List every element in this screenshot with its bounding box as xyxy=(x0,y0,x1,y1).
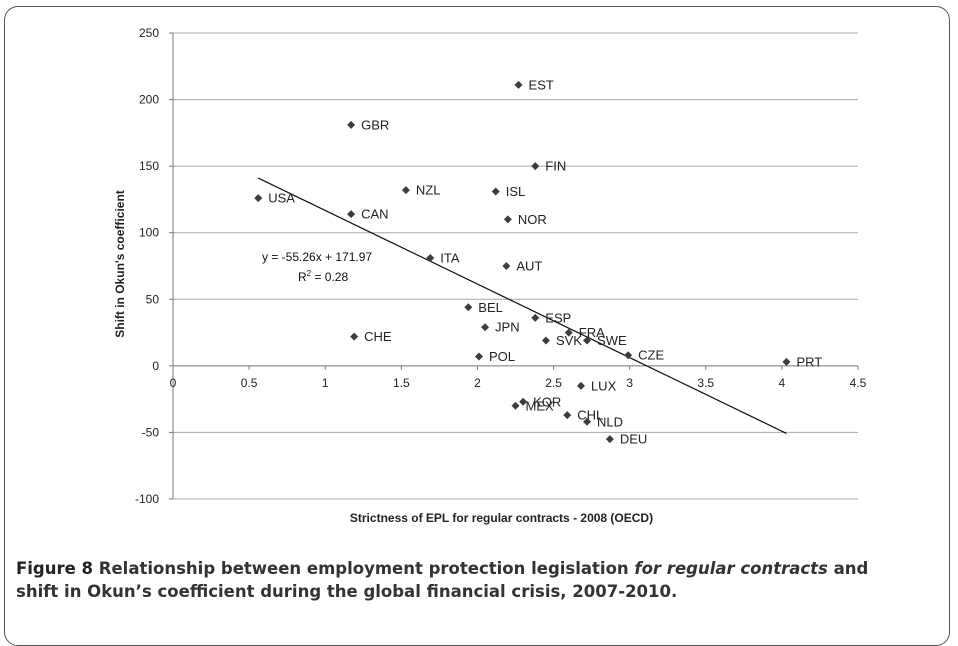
point-label-fin: FIN xyxy=(545,159,566,174)
y-axis-label: Shift in Okun's coefficient xyxy=(113,190,127,338)
point-label-ita: ITA xyxy=(440,251,460,266)
y-tick-label: 150 xyxy=(139,159,159,173)
point-label-kor: KOR xyxy=(533,394,561,409)
r-squared-suffix: = 0.28 xyxy=(311,270,348,284)
y-tick-labels: 250 200 150 100 50 0 -50 -100 xyxy=(135,26,173,506)
point-label-chl: CHL xyxy=(577,408,603,423)
data-point-deu xyxy=(605,435,614,444)
x-tick-label: 4 xyxy=(779,376,786,390)
y-tick-label: 100 xyxy=(139,226,159,240)
data-point-nld xyxy=(583,417,592,426)
r-squared-prefix: R xyxy=(298,270,307,284)
data-point-esp xyxy=(531,313,540,322)
point-label-deu: DEU xyxy=(620,432,647,447)
y-tick-label: 200 xyxy=(139,93,159,107)
data-point-lux xyxy=(576,381,585,390)
point-label-nld: NLD xyxy=(597,414,623,429)
x-tick-label: 4.5 xyxy=(850,376,867,390)
data-point-ita xyxy=(426,254,435,263)
caption-italic: for regular contracts xyxy=(634,559,828,578)
data-point-cze xyxy=(624,351,633,360)
scatter-chart: 250 200 150 100 50 0 -50 -100 0 0.5 1 1.5 2 2.5 3 3.5 4… xyxy=(113,26,867,525)
y-tick-label: -100 xyxy=(135,492,159,506)
x-tick-label: 2.5 xyxy=(545,376,562,390)
point-label-aut: AUT xyxy=(516,259,542,274)
data-point-jpn xyxy=(481,323,490,332)
point-label-cze: CZE xyxy=(638,348,664,363)
data-point-usa xyxy=(254,194,263,203)
point-label-nzl: NZL xyxy=(416,183,441,198)
gridlines xyxy=(173,32,858,500)
point-label-est: EST xyxy=(529,77,554,92)
y-tick-label: 0 xyxy=(152,359,159,373)
trendline xyxy=(257,177,787,434)
point-label-prt: PRT xyxy=(796,354,822,369)
point-label-swe: SWE xyxy=(597,333,627,348)
data-point-bel xyxy=(464,303,473,312)
point-label-isl: ISL xyxy=(506,184,526,199)
caption-text-2: and shift in Okun’s coefficient during t… xyxy=(16,559,869,601)
data-point-svk xyxy=(541,336,550,345)
data-point-fin xyxy=(531,162,540,171)
data-point-kor xyxy=(519,397,528,406)
y-tick-label: 50 xyxy=(146,292,160,306)
data-points: EST GBR FIN NZL ISL USA CAN NOR ITA AUT BEL ESP JPN F… xyxy=(254,77,822,447)
data-point-fra xyxy=(564,328,573,337)
point-label-jpn: JPN xyxy=(495,320,520,335)
data-point-aut xyxy=(502,262,511,270)
data-point-est xyxy=(514,80,523,89)
x-tick-label: 2 xyxy=(474,376,481,390)
point-label-fra: FRA xyxy=(579,325,605,340)
y-tick-label: 250 xyxy=(139,26,159,40)
data-point-isl xyxy=(491,187,500,196)
point-label-che: CHE xyxy=(364,329,392,344)
trend-equation: y = -55.26x + 171.97 xyxy=(262,250,372,264)
x-tick-labels: 0 0.5 1 1.5 2 2.5 3 3.5 4 4.5 xyxy=(170,365,867,390)
x-tick-label: 1 xyxy=(322,376,329,390)
data-point-pol xyxy=(474,352,483,361)
figure-caption: Figure 8 Relationship between employment… xyxy=(16,557,916,603)
x-tick-label: 0 xyxy=(170,376,177,390)
point-label-nor: NOR xyxy=(518,212,547,227)
caption-text-1: Relationship between employment protecti… xyxy=(93,559,635,578)
point-label-mex: MEX xyxy=(526,398,555,413)
point-label-lux: LUX xyxy=(591,378,617,393)
data-point-prt xyxy=(782,357,791,366)
data-point-nor xyxy=(503,215,512,224)
x-axis-label: Strictness of EPL for regular contracts … xyxy=(350,511,653,525)
point-label-pol: POL xyxy=(489,349,515,364)
x-tick-label: 3 xyxy=(626,376,633,390)
figure-label: Figure 8 xyxy=(16,559,94,578)
point-label-usa: USA xyxy=(268,191,295,206)
data-point-che xyxy=(350,332,359,341)
point-label-esp: ESP xyxy=(545,310,571,325)
point-label-svk: SVK xyxy=(556,333,582,348)
r-squared-sup: 2 xyxy=(307,269,312,278)
data-point-can xyxy=(347,210,356,219)
data-point-mex xyxy=(511,401,520,410)
data-point-swe xyxy=(583,336,592,345)
data-point-gbr xyxy=(347,120,356,129)
r-squared: R2 = 0.28 xyxy=(298,269,348,284)
y-tick-label: -50 xyxy=(142,425,160,439)
data-point-nzl xyxy=(401,186,410,195)
point-label-can: CAN xyxy=(361,207,388,222)
point-label-gbr: GBR xyxy=(361,117,389,132)
x-tick-label: 0.5 xyxy=(241,376,258,390)
x-tick-label: 3.5 xyxy=(697,376,714,390)
x-tick-label: 1.5 xyxy=(393,376,410,390)
point-label-bel: BEL xyxy=(478,300,503,315)
data-point-chl xyxy=(563,411,572,420)
